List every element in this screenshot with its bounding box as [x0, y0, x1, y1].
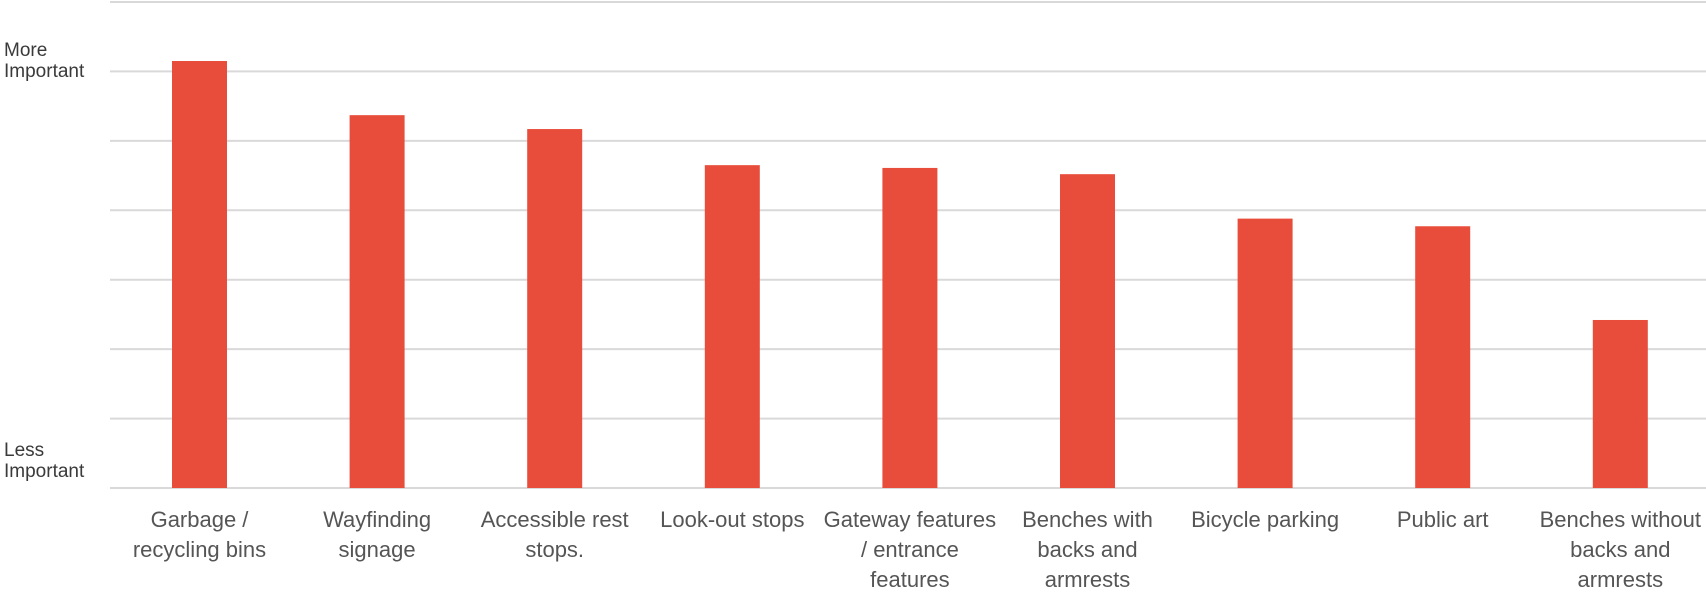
y-top-label-line: Important: [4, 61, 85, 82]
category-label: Benches without backs and armrests: [1540, 507, 1701, 592]
category-label: Wayfinding signage: [323, 507, 431, 562]
category-label-line: signage: [339, 537, 416, 562]
y-bottom-label-line: Less: [4, 440, 44, 461]
category-label-line: Gateway features: [824, 507, 996, 532]
category-label: Gateway features / entrance features: [824, 507, 996, 592]
bar: [527, 129, 583, 488]
y-top-label-line: More: [4, 40, 47, 61]
category-label-line: backs and: [1570, 537, 1670, 562]
bar: [172, 61, 227, 489]
category-label-line: armrests: [1578, 567, 1664, 592]
bar: [1592, 319, 1648, 488]
category-label-line: Benches without: [1540, 507, 1701, 532]
category-label-line: stops.: [525, 537, 584, 562]
category-label-line: Public art: [1397, 507, 1489, 532]
category-label-line: armrests: [1045, 567, 1131, 592]
bar: [1060, 174, 1115, 488]
category-label: Look-out stops: [660, 507, 804, 532]
category-label-line: backs and: [1037, 537, 1137, 562]
y-top-label: More Important: [4, 40, 85, 82]
category-labels: Garbage / recycling bins Wayfinding signage…: [133, 507, 1701, 592]
category-label: Benches with backs and armrests: [1022, 507, 1153, 592]
category-label-line: / entrance: [861, 537, 959, 562]
bar: [1237, 218, 1293, 489]
category-label-line: Look-out stops: [660, 507, 804, 532]
bar: [349, 115, 405, 488]
y-bottom-label-line: Important: [4, 461, 85, 482]
category-label: Garbage / recycling bins: [133, 507, 266, 562]
category-label-line: features: [870, 567, 950, 592]
category-label: Public art: [1397, 507, 1489, 532]
y-bottom-label: Less Important: [4, 440, 85, 482]
category-label: Accessible rest stops.: [481, 507, 629, 562]
category-label-line: Garbage /: [151, 507, 250, 532]
bars: [172, 61, 1648, 489]
category-label-line: Wayfinding: [323, 507, 431, 532]
category-label-line: Benches with: [1022, 507, 1153, 532]
bar: [1415, 226, 1471, 489]
category-label-line: recycling bins: [133, 537, 266, 562]
bar: [704, 165, 760, 488]
category-label: Bicycle parking: [1191, 507, 1339, 532]
category-label-line: Accessible rest: [481, 507, 629, 532]
bar: [882, 167, 938, 489]
category-label-line: Bicycle parking: [1191, 507, 1339, 532]
